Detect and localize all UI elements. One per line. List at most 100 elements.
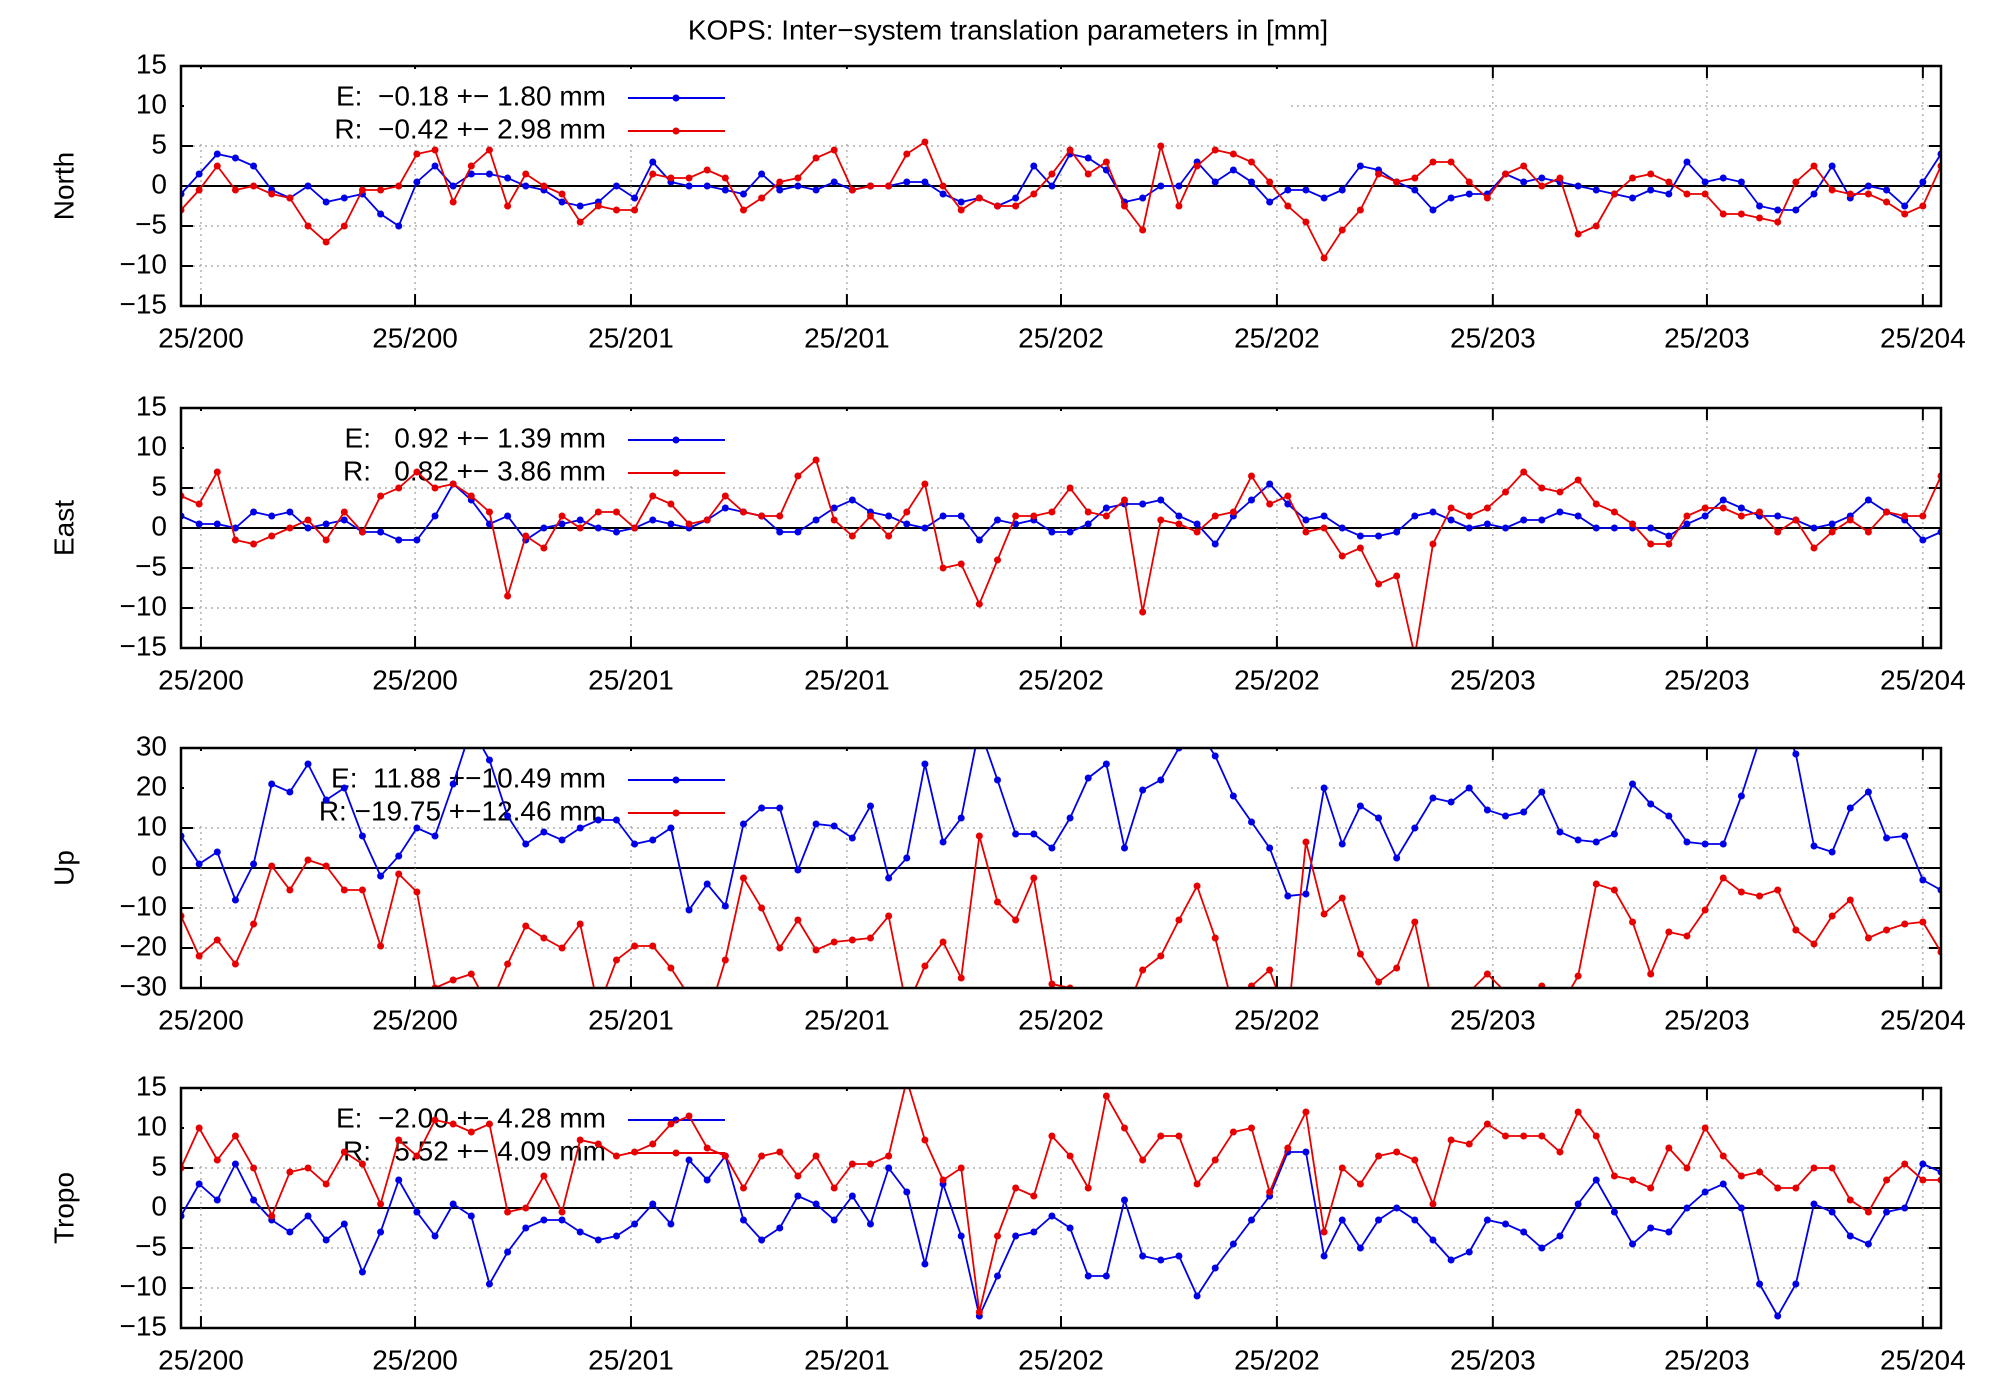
data-point (703, 516, 711, 524)
series (181, 832, 1941, 1020)
data-point (195, 1180, 203, 1188)
data-point (830, 516, 838, 524)
legend-label: E: −0.18 +− 1.80 mm (336, 80, 606, 111)
data-point (794, 866, 802, 874)
data-point (649, 1200, 657, 1208)
y-tick-label: −10 (120, 1270, 168, 1301)
x-tick-label: 25/203 (1664, 1004, 1750, 1035)
data-point (268, 780, 276, 788)
data-point (1919, 1160, 1927, 1168)
data-point (903, 1077, 910, 1084)
legend-marker (672, 809, 680, 817)
data-point (1266, 844, 1274, 852)
data-point (885, 912, 893, 920)
x-tick-label: 25/200 (372, 1004, 458, 1035)
data-point (1121, 1013, 1128, 1020)
data-point (721, 1152, 729, 1160)
x-tick-label: 25/201 (588, 1004, 674, 1035)
data-point (1229, 792, 1237, 800)
data-point (231, 1132, 239, 1140)
data-point (304, 182, 312, 190)
data-point (794, 174, 802, 182)
data-point (1647, 524, 1655, 532)
data-point (739, 1184, 747, 1192)
data-point (1828, 848, 1836, 856)
series-line (181, 152, 1941, 228)
data-point (213, 468, 221, 476)
data-point (975, 600, 983, 608)
data-point (1520, 468, 1528, 476)
data-point (1919, 1176, 1927, 1184)
data-point (413, 178, 421, 186)
data-point (1284, 186, 1292, 194)
data-point (649, 1140, 657, 1148)
data-point (667, 1220, 675, 1228)
legend-label: E: 11.88 +−10.49 mm (331, 762, 606, 793)
data-point (830, 938, 838, 946)
data-point (812, 1152, 820, 1160)
y-tick-label: 20 (136, 770, 167, 801)
data-point (1193, 528, 1201, 536)
data-point (395, 1176, 403, 1184)
x-tick-label: 25/202 (1234, 322, 1320, 353)
data-point (1483, 806, 1491, 814)
data-point (431, 162, 439, 170)
x-tick-label: 25/200 (158, 322, 244, 353)
data-point (1828, 162, 1836, 170)
data-point (1012, 194, 1020, 202)
data-point (1883, 834, 1891, 842)
x-tick-label: 25/203 (1450, 322, 1536, 353)
data-point (848, 496, 856, 504)
y-tick-label: 5 (151, 128, 167, 159)
data-point (1574, 836, 1582, 844)
data-point (1447, 194, 1455, 202)
data-point (1592, 524, 1600, 532)
data-point (286, 194, 294, 202)
data-point (540, 524, 548, 532)
x-tick-label: 25/201 (588, 322, 674, 353)
data-point (1520, 1132, 1528, 1140)
data-point (1466, 989, 1473, 996)
data-point (358, 1268, 366, 1276)
data-point (1538, 516, 1546, 524)
data-point (703, 1144, 711, 1152)
data-point (1411, 918, 1419, 926)
data-point (268, 512, 276, 520)
data-point (631, 524, 639, 532)
data-point (1248, 1124, 1256, 1132)
legend-background (184, 411, 1289, 483)
data-point (1012, 1232, 1020, 1240)
data-point (1610, 886, 1618, 894)
data-point (1302, 890, 1310, 898)
data-point (522, 922, 530, 930)
data-point (939, 182, 947, 190)
plot-frame (179, 64, 1943, 308)
data-point (1701, 178, 1709, 186)
data-point (1429, 508, 1437, 516)
data-point (1629, 780, 1637, 788)
data-point (830, 822, 838, 830)
data-point (431, 1116, 439, 1124)
data-point (667, 1120, 675, 1128)
data-point (1175, 520, 1183, 528)
data-point (504, 512, 512, 520)
data-point (286, 508, 294, 516)
y-tick-label: 0 (151, 168, 167, 199)
data-point (231, 524, 239, 532)
data-point (667, 500, 675, 508)
data-point (903, 150, 911, 158)
data-point (776, 1148, 784, 1156)
data-point (1284, 202, 1292, 210)
data-point (1284, 1144, 1292, 1152)
x-tick-label: 25/203 (1664, 322, 1750, 353)
data-point (1574, 476, 1582, 484)
data-point (1901, 920, 1909, 928)
data-point (1375, 1152, 1383, 1160)
data-point (322, 1236, 330, 1244)
data-point (848, 834, 856, 842)
data-point (957, 206, 965, 214)
data-point (1338, 524, 1346, 532)
data-point (286, 524, 294, 532)
data-point (1483, 970, 1491, 978)
